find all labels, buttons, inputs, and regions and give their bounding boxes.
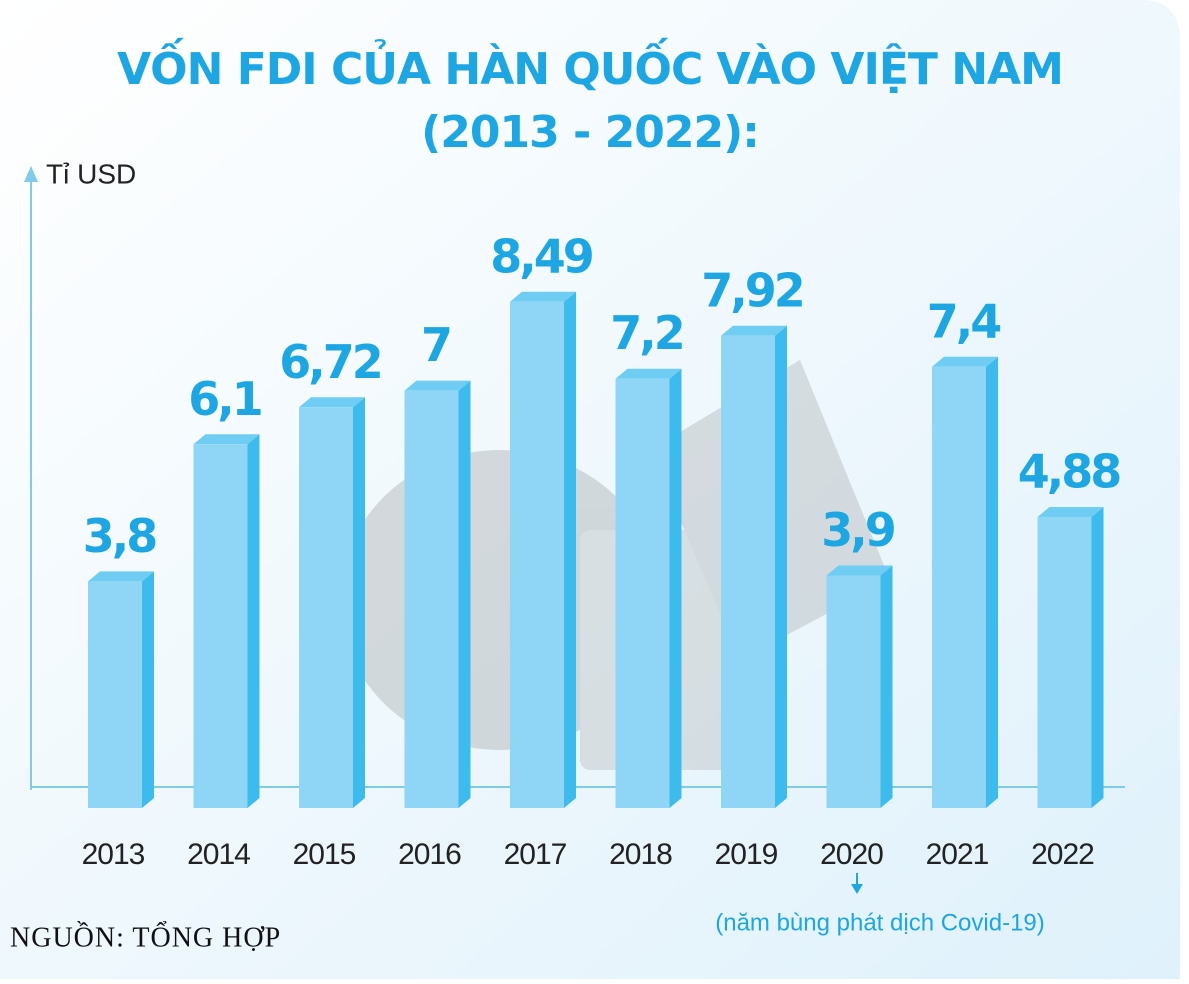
bar-top	[615, 368, 682, 379]
value-label: 7	[421, 318, 450, 372]
bar	[510, 301, 564, 808]
x-tick-label: 2019	[715, 838, 778, 871]
bar	[721, 335, 775, 808]
y-axis-label: Tỉ USD	[46, 158, 136, 189]
bar-side	[458, 380, 471, 808]
x-tick-label: 2018	[609, 838, 672, 871]
y-axis-arrow	[24, 166, 38, 182]
x-tick-label: 2017	[504, 838, 567, 871]
x-tick-label: 2013	[82, 838, 145, 871]
bar-top	[826, 565, 893, 576]
x-tick-label: 2022	[1031, 838, 1094, 871]
bar-side	[1091, 507, 1104, 808]
bar-top	[1037, 507, 1104, 518]
bar-top	[299, 397, 365, 408]
bar	[1037, 517, 1092, 808]
bar	[193, 444, 248, 808]
value-label: 3,8	[83, 509, 156, 563]
annotation-arrowhead	[851, 884, 863, 894]
chart-title: VỐN FDI CỦA HÀN QUỐC VÀO VIỆT NAM	[117, 37, 1063, 95]
x-tick-label: 2014	[187, 838, 250, 871]
bar-top	[721, 325, 787, 336]
bar-side	[775, 325, 787, 808]
bar	[299, 407, 353, 808]
value-label: 6,1	[188, 372, 261, 426]
x-tick-label: 2016	[398, 838, 461, 871]
bar-top	[88, 571, 154, 582]
chart-subtitle: (2013 - 2022):	[421, 107, 759, 158]
x-tick-label: 2021	[926, 838, 989, 871]
value-label: 7,92	[701, 263, 803, 317]
bar	[826, 575, 881, 808]
annotation: (năm bùng phát dịch Covid-19)	[715, 909, 1045, 936]
bar-side	[564, 291, 576, 809]
bar-top	[193, 434, 260, 445]
value-label: 8,49	[490, 229, 592, 283]
bar-side	[353, 397, 365, 808]
bar	[404, 390, 459, 808]
x-tick-label: 2015	[293, 838, 356, 871]
bar-side	[669, 368, 682, 808]
bar-side	[247, 434, 260, 808]
bar	[932, 366, 986, 808]
value-label: 3,9	[821, 503, 894, 557]
bar	[88, 581, 142, 808]
value-label: 7,4	[927, 294, 1000, 348]
bar-top	[404, 380, 471, 391]
bar-top	[932, 356, 998, 367]
bar-side	[986, 356, 998, 808]
value-label: 6,72	[279, 335, 381, 389]
bar-top	[510, 291, 576, 302]
source: NGUỒN: TỔNG HỢP	[10, 921, 281, 953]
bar	[615, 378, 670, 808]
bar-side	[142, 571, 154, 808]
value-label: 4,88	[1018, 445, 1120, 499]
value-label: 7,2	[610, 306, 683, 360]
x-tick-label: 2020	[820, 838, 883, 871]
bar-side	[880, 565, 893, 808]
